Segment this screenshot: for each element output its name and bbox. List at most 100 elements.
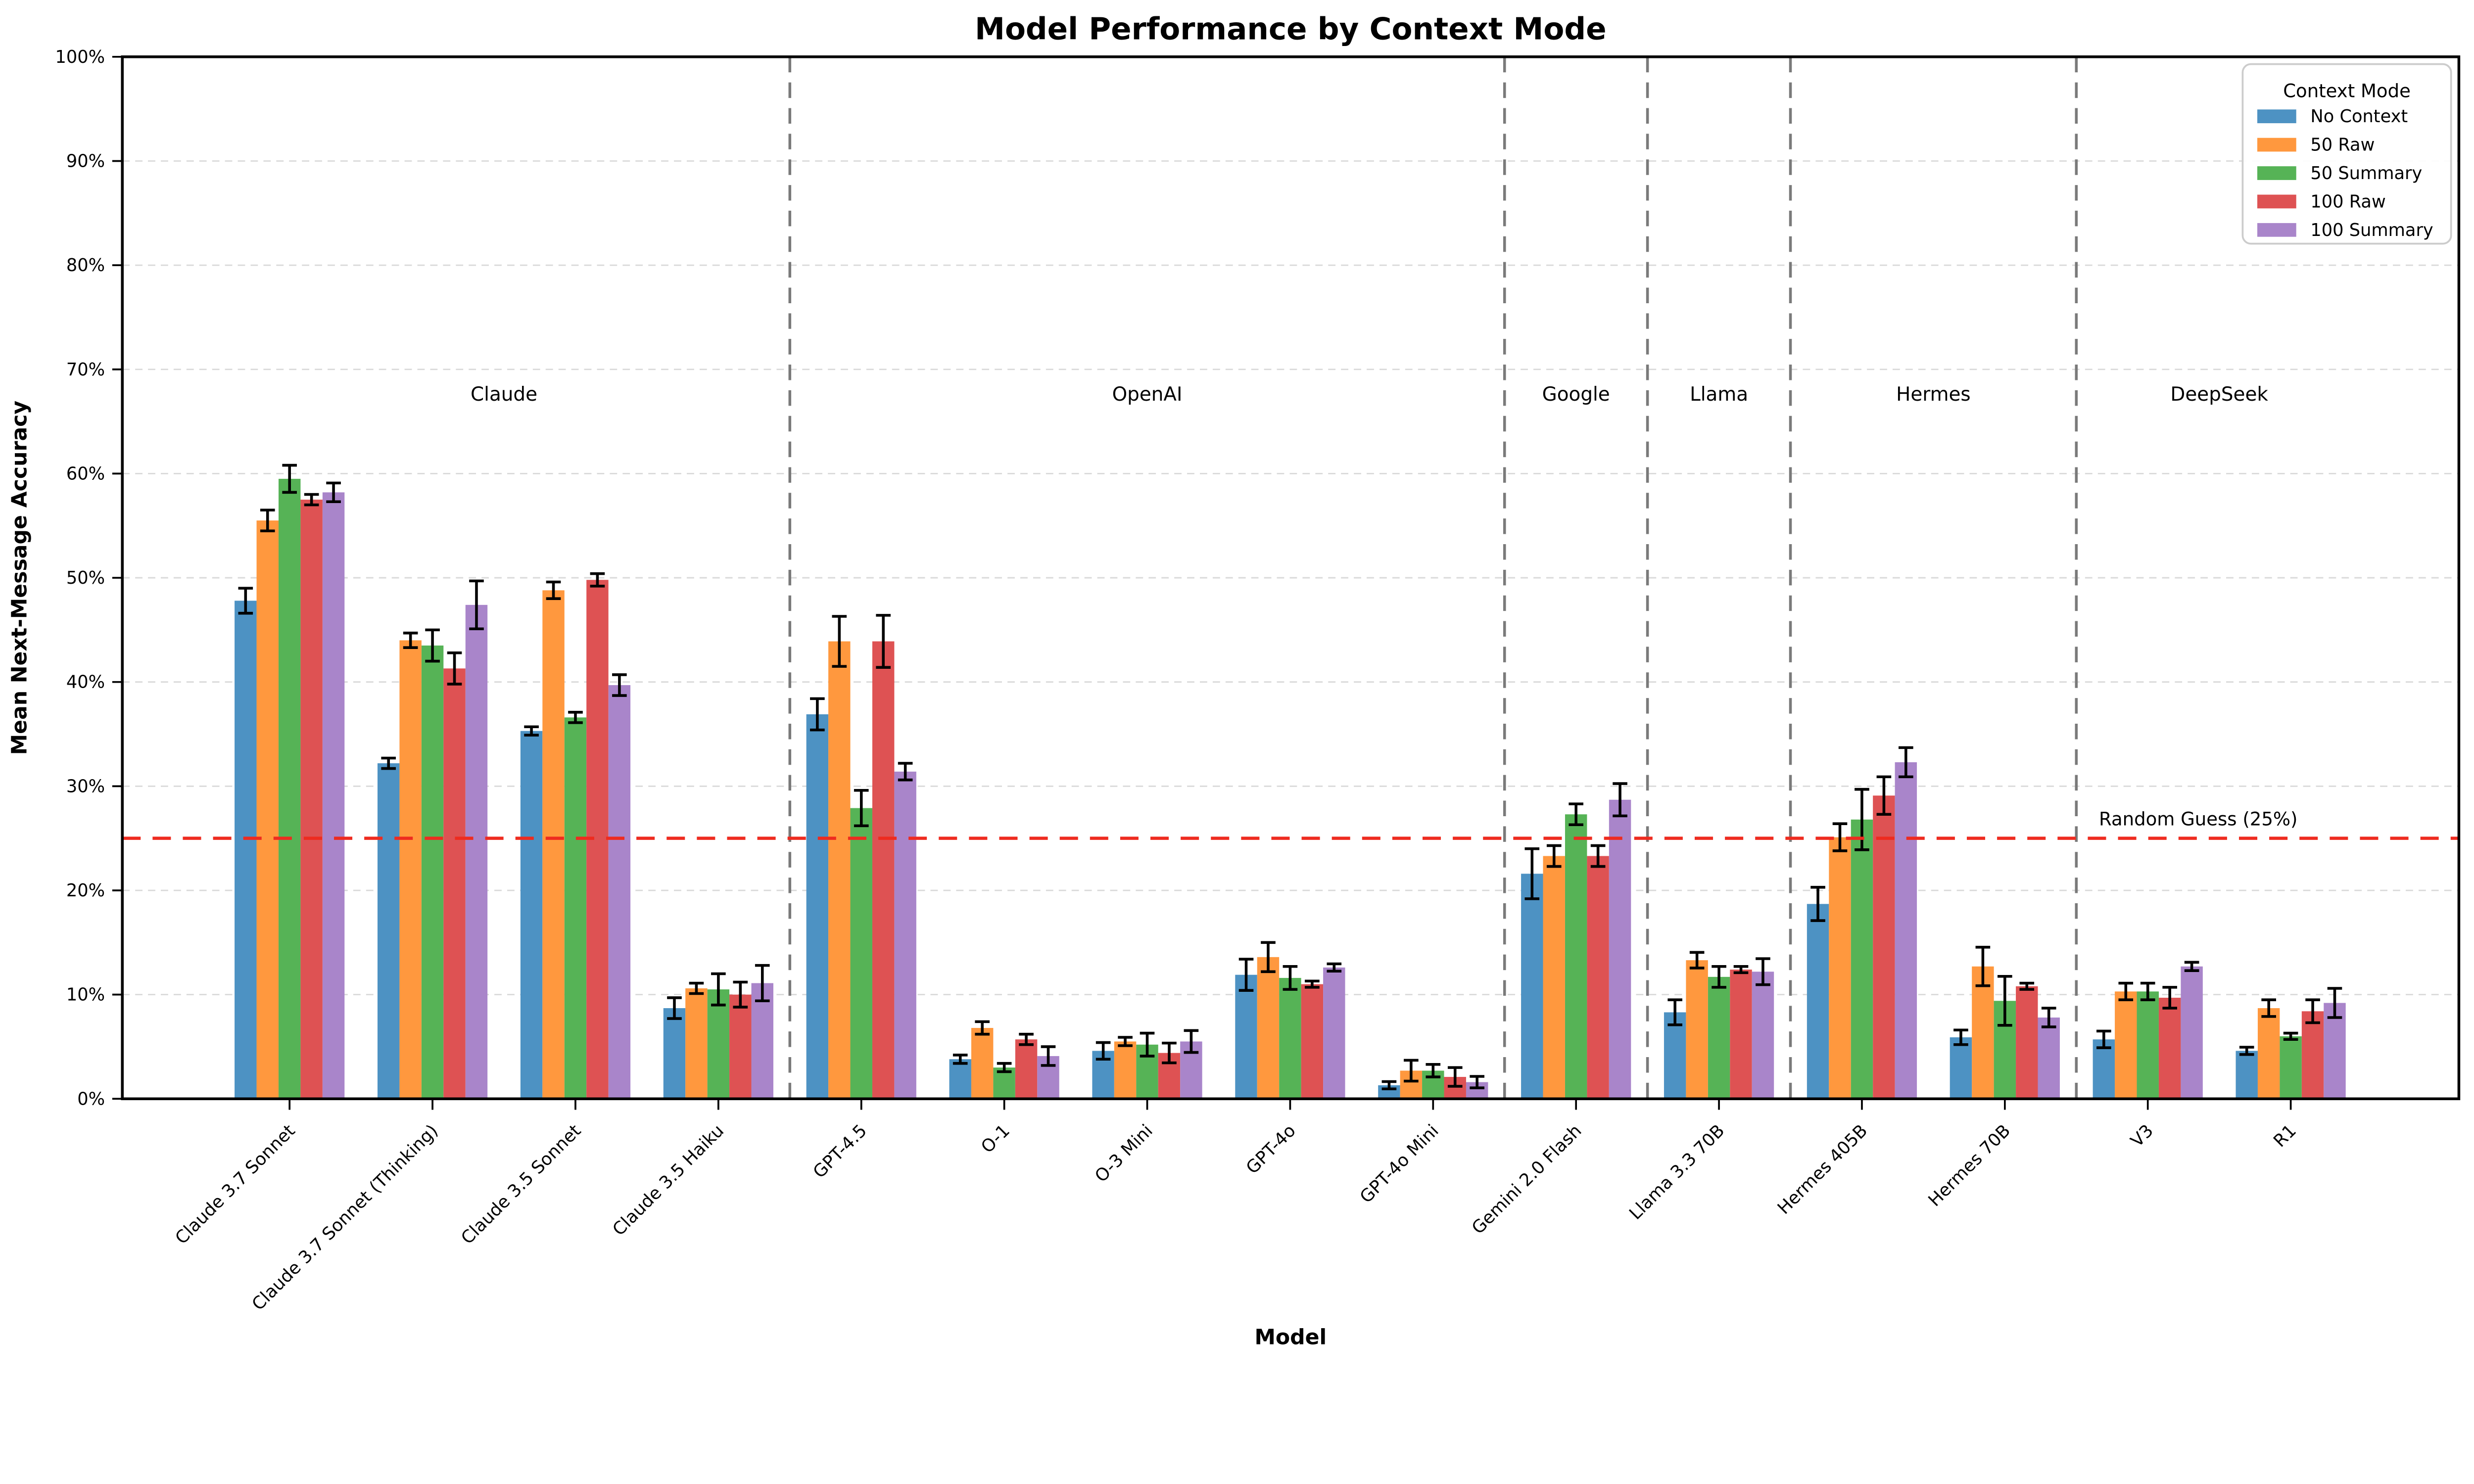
bar — [1972, 966, 1994, 1099]
bar — [2301, 1011, 2324, 1099]
section-label: Claude — [471, 383, 537, 406]
section-separators — [788, 56, 2078, 1099]
bar — [1752, 972, 1774, 1099]
bar — [1257, 957, 1280, 1099]
bar — [663, 1008, 686, 1099]
y-tick-label: 0% — [77, 1089, 105, 1109]
legend-item-label: 100 Summary — [2310, 220, 2433, 240]
legend-swatch — [2257, 109, 2296, 124]
bar — [2093, 1039, 2115, 1099]
legend-swatch — [2257, 166, 2296, 180]
y-tick-label: 90% — [66, 151, 105, 171]
y-tick-label: 100% — [55, 47, 105, 67]
y-tick-label: 40% — [66, 672, 105, 693]
bar — [1829, 837, 1851, 1099]
legend-item-label: No Context — [2310, 106, 2408, 127]
bar — [235, 601, 257, 1099]
bar — [1950, 1037, 1972, 1099]
chart-title: Model Performance by Context Mode — [975, 12, 1606, 47]
bar — [322, 492, 345, 1099]
bar — [850, 808, 872, 1099]
bar — [1851, 819, 1873, 1099]
y-tick-label: 80% — [66, 255, 105, 276]
legend-swatch — [2257, 194, 2296, 209]
bar — [828, 641, 851, 1099]
y-tick-label: 20% — [66, 881, 105, 901]
bar — [1807, 904, 1829, 1099]
plot-border — [121, 55, 2461, 1101]
bar — [399, 640, 422, 1099]
bar-chart: Random Guess (25%) Claude OpenAI Google Lla… — [0, 0, 2474, 1374]
bar — [806, 714, 829, 1099]
y-axis-label: Mean Next-Message Accuracy — [7, 401, 32, 755]
bar — [894, 771, 916, 1099]
bar — [2137, 991, 2159, 1099]
bar — [300, 500, 323, 1099]
bar — [542, 590, 565, 1099]
bar — [1730, 970, 1752, 1099]
section-label: Google — [1542, 383, 1610, 406]
bar — [1301, 984, 1324, 1099]
legend-title: Context Mode — [2283, 80, 2411, 101]
bar — [2280, 1036, 2302, 1099]
legend: Context Mode No Context 50 Raw 50 Summary 1… — [2241, 63, 2452, 245]
chart-figure: Random Guess (25%) Claude OpenAI Google Lla… — [0, 0, 2474, 1374]
bar — [443, 668, 466, 1099]
bar — [1873, 795, 1895, 1099]
bar — [949, 1059, 971, 1099]
bar — [2257, 1008, 2280, 1099]
bar — [2158, 997, 2181, 1099]
bar — [751, 983, 773, 1099]
bar — [465, 604, 488, 1099]
bar — [1279, 977, 1301, 1099]
bar — [1235, 974, 1257, 1099]
y-tick-label: 70% — [66, 360, 105, 380]
bars — [235, 478, 2346, 1099]
bar — [1686, 960, 1708, 1099]
bar — [1895, 762, 1917, 1099]
legend-swatch — [2257, 223, 2296, 237]
bar — [971, 1028, 994, 1099]
random-guess-label: Random Guess (25%) — [2099, 809, 2297, 830]
bar — [1521, 874, 1543, 1099]
bar — [1114, 1041, 1137, 1099]
x-axis-label: Model — [1255, 1325, 1327, 1350]
legend-swatch — [2257, 138, 2296, 152]
bar — [2236, 1051, 2258, 1099]
bar — [1587, 856, 1609, 1099]
bar — [2038, 1017, 2060, 1099]
y-tick-label: 50% — [66, 568, 105, 588]
bar — [421, 645, 444, 1099]
bar — [707, 989, 730, 1099]
bar — [564, 717, 587, 1099]
canvas-background — [0, 0, 2474, 1374]
bar — [685, 988, 708, 1099]
bar — [2181, 966, 2203, 1099]
section-label: OpenAI — [1112, 383, 1183, 406]
section-labels: Claude OpenAI Google Llama Hermes DeepSeek — [471, 383, 2268, 406]
gridlines — [122, 160, 2459, 996]
y-tick-label: 60% — [66, 464, 105, 484]
y-tick-label: 10% — [66, 985, 105, 1005]
y-tick-labels: 0% 10% 20% 30% 40% 50% 60% 70% 80% 90% 100% — [55, 47, 105, 1109]
bar — [1664, 1012, 1686, 1099]
bar — [1015, 1039, 1038, 1099]
bar — [2324, 1003, 2346, 1099]
section-label: DeepSeek — [2170, 383, 2268, 406]
bar — [872, 641, 895, 1099]
bar — [729, 994, 752, 1099]
y-tick-label: 30% — [66, 776, 105, 796]
bar — [608, 685, 631, 1099]
bar — [2115, 991, 2137, 1099]
bar — [1543, 856, 1565, 1099]
y-tick-marks — [112, 55, 123, 1100]
legend-items: No Context 50 Raw 50 Summary 100 Raw 100 Sum… — [2257, 106, 2433, 240]
section-label: Llama — [1690, 383, 1748, 406]
legend-item-label: 100 Raw — [2310, 191, 2385, 212]
bar — [2016, 986, 2038, 1099]
bar — [278, 478, 301, 1099]
bar — [520, 731, 543, 1099]
bar — [377, 763, 400, 1099]
bar — [1609, 799, 1631, 1099]
section-label: Hermes — [1896, 383, 1970, 406]
